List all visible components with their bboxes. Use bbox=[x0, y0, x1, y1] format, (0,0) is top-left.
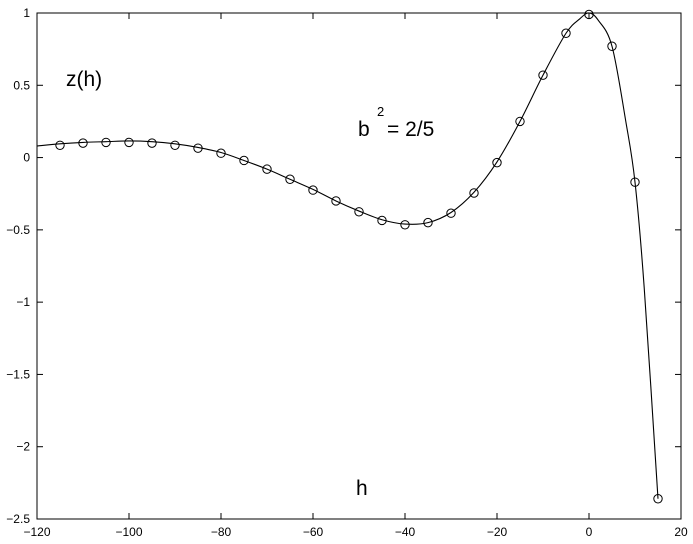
data-point-marker bbox=[78, 138, 88, 148]
data-point-marker bbox=[216, 148, 226, 158]
parameter-annotation: b 2 = 2/5 bbox=[358, 104, 434, 141]
data-point-marker bbox=[193, 143, 203, 153]
data-point-marker bbox=[377, 215, 387, 226]
data-point-marker bbox=[653, 494, 663, 504]
y-axis-label: z(h) bbox=[66, 68, 102, 91]
x-tick-label: −120 bbox=[23, 525, 50, 539]
data-point-marker bbox=[446, 208, 456, 218]
x-tick-label: −60 bbox=[303, 525, 324, 539]
annotation-value: = 2/5 bbox=[387, 118, 434, 141]
data-point-marker bbox=[515, 116, 525, 127]
data-point-marker bbox=[55, 140, 65, 150]
y-tick-label: 0 bbox=[23, 151, 30, 165]
annotation-superscript: 2 bbox=[377, 104, 384, 119]
x-tick-label: −20 bbox=[487, 525, 508, 539]
data-point-marker bbox=[239, 155, 249, 166]
x-tick-label: 20 bbox=[674, 525, 688, 539]
data-point-marker bbox=[308, 185, 318, 195]
y-tick-label: 1 bbox=[23, 6, 30, 20]
x-axis-label: h bbox=[356, 477, 368, 500]
x-tick-label: −80 bbox=[211, 525, 232, 539]
x-tick-label: 0 bbox=[586, 525, 593, 539]
data-point-marker bbox=[170, 140, 180, 150]
plot-area: −120 −100 −80 −60 −40 −20 0 20−2.5−2−1.5−1−0.50… bbox=[6, 6, 688, 539]
data-point-marker bbox=[354, 207, 364, 217]
data-point-marker bbox=[630, 177, 640, 187]
y-tick-label: −1 bbox=[16, 295, 30, 309]
x-tick-label: −100 bbox=[115, 525, 142, 539]
y-tick-label: −2 bbox=[16, 440, 30, 454]
data-point-marker bbox=[492, 157, 502, 168]
data-point-marker bbox=[331, 196, 341, 206]
y-tick-label: −0.5 bbox=[6, 223, 30, 237]
data-point-marker bbox=[147, 138, 157, 148]
data-point-marker bbox=[469, 188, 479, 198]
x-tick-label: −40 bbox=[395, 525, 416, 539]
data-point-marker bbox=[538, 70, 548, 80]
data-point-marker bbox=[400, 220, 410, 230]
data-point-marker bbox=[607, 41, 617, 51]
series-line-curve bbox=[36, 12, 659, 499]
data-point-marker bbox=[584, 9, 594, 20]
data-point-marker bbox=[561, 28, 571, 38]
axes-box bbox=[36, 12, 682, 520]
annotation-base: b bbox=[358, 118, 370, 141]
data-point-marker bbox=[124, 137, 134, 148]
y-tick-label: −2.5 bbox=[6, 512, 30, 526]
y-tick-label: 0.5 bbox=[13, 78, 30, 92]
data-point-marker bbox=[101, 137, 111, 148]
y-tick-label: −1.5 bbox=[6, 367, 30, 381]
data-point-marker bbox=[423, 217, 433, 228]
data-point-marker bbox=[262, 164, 272, 174]
data-point-marker bbox=[285, 174, 295, 184]
